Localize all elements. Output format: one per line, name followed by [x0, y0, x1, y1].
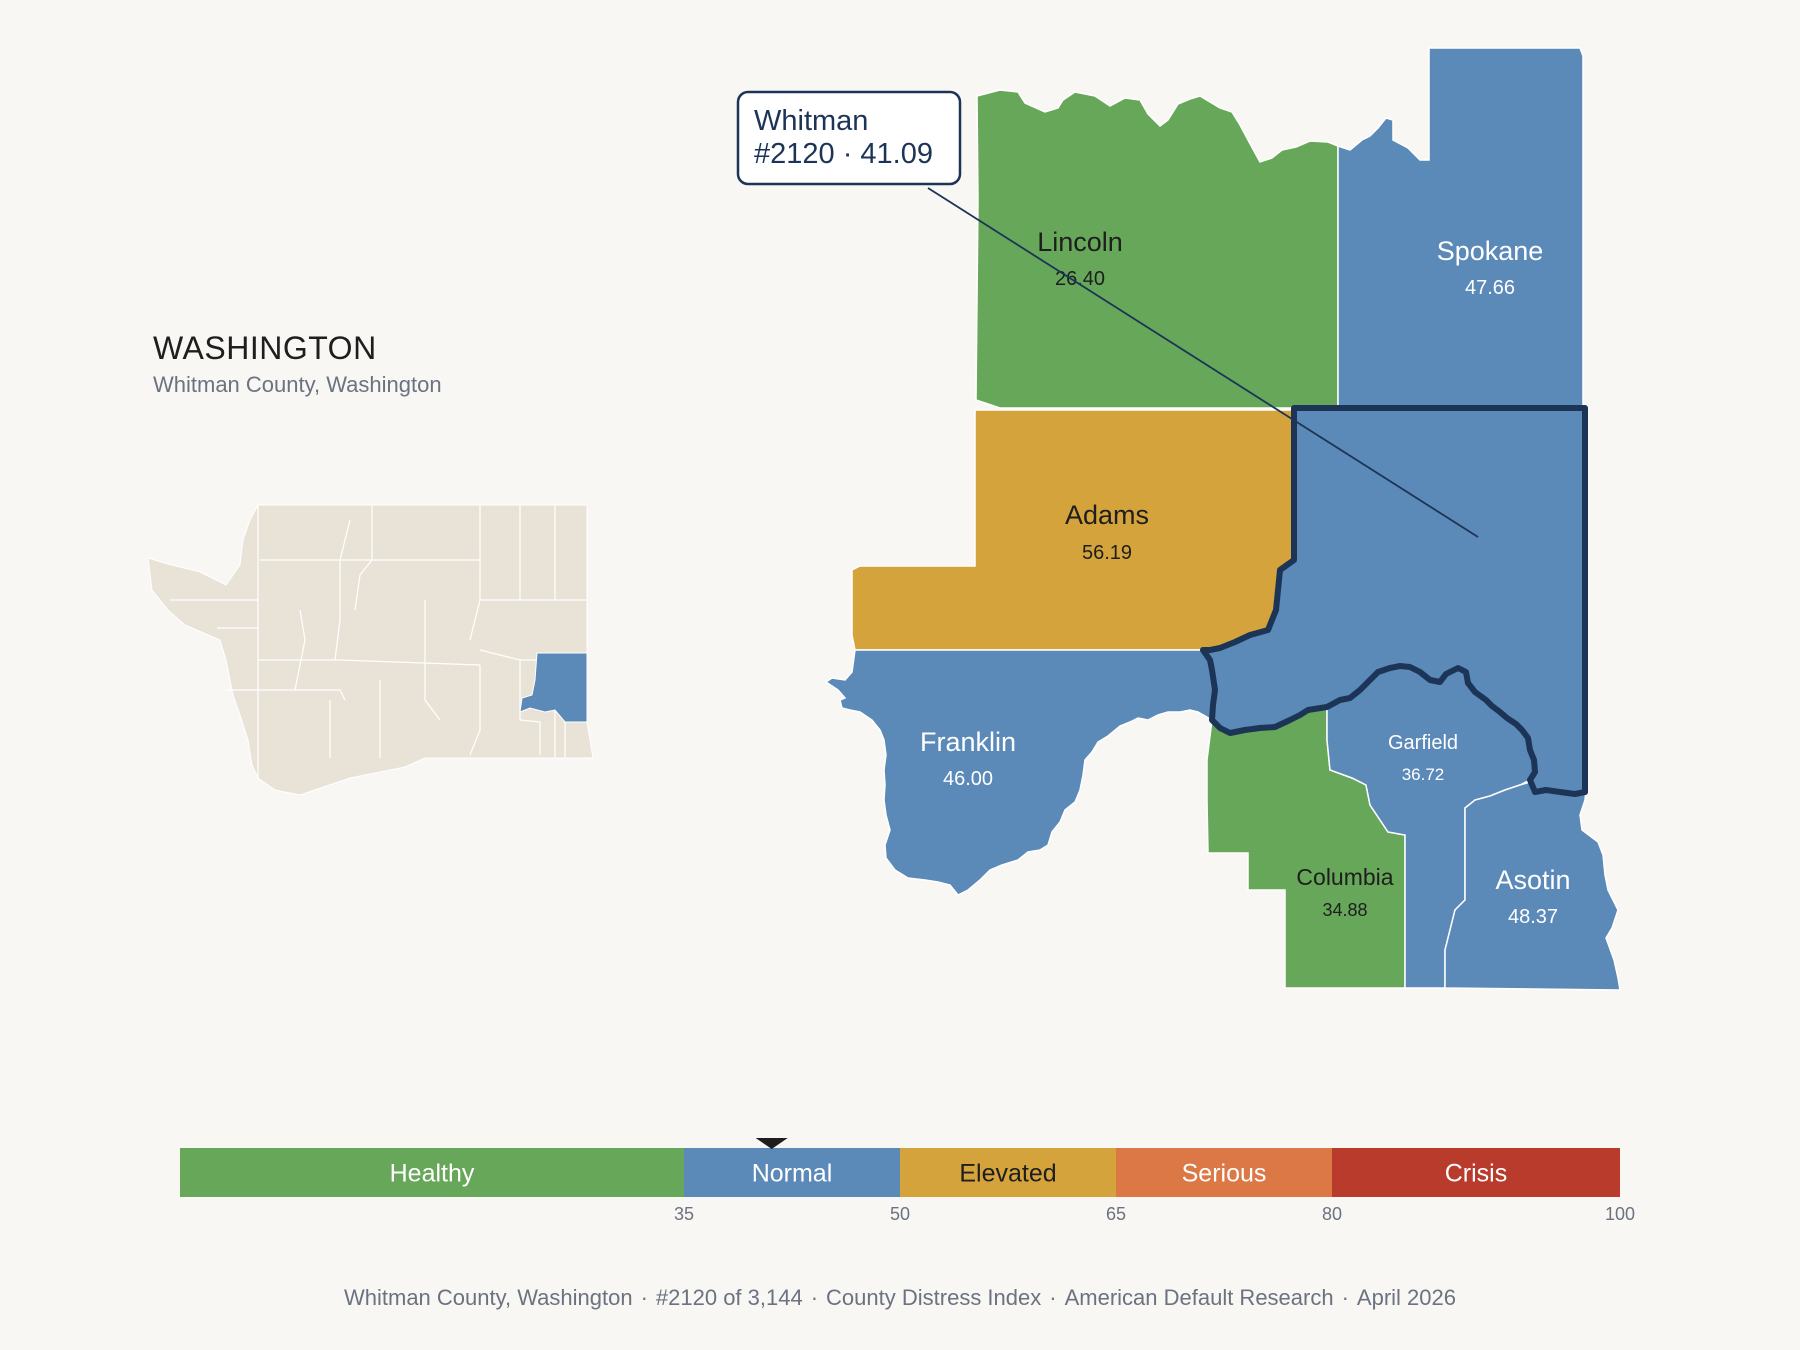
label-columbia-name: Columbia [1296, 864, 1393, 890]
footer-county: Whitman County, Washington [344, 1285, 633, 1310]
label-franklin-name: Franklin [920, 727, 1016, 757]
county-map [824, 47, 1621, 991]
legend-bar: Healthy Normal Elevated Serious Crisis 35 50 65… [180, 1138, 1635, 1224]
label-asotin-name: Asotin [1495, 865, 1570, 895]
county-spokane[interactable] [1337, 47, 1584, 409]
footer-date: April 2026 [1356, 1285, 1456, 1310]
label-lincoln-name: Lincoln [1037, 227, 1123, 257]
label-columbia-value: 34.88 [1322, 900, 1367, 920]
county-adams[interactable] [851, 409, 1295, 651]
locator-map [147, 504, 594, 796]
callout: Whitman #2120 · 41.09 [736, 90, 1479, 538]
callout-rank-value: #2120 · 41.09 [754, 138, 933, 170]
footer-separator: · [640, 1285, 648, 1310]
label-garfield-name: Garfield [1388, 732, 1458, 754]
legend-tick-65: 65 [1106, 1204, 1126, 1224]
legend-label-serious: Serious [1182, 1160, 1267, 1188]
state-title: WASHINGTON [153, 330, 377, 366]
footer-separator: · [810, 1285, 819, 1310]
county-franklin[interactable] [824, 649, 1216, 896]
label-adams-name: Adams [1065, 500, 1149, 530]
callout-county-name: Whitman [754, 105, 868, 137]
label-spokane-name: Spokane [1437, 236, 1544, 266]
county-whitman[interactable] [1203, 408, 1585, 794]
legend-segment-elevated [900, 1148, 1116, 1197]
legend-segment-healthy [180, 1148, 684, 1197]
legend-label-crisis: Crisis [1445, 1160, 1508, 1188]
label-asotin-value: 48.37 [1508, 906, 1558, 928]
footer-source: American Default Research [1064, 1285, 1334, 1310]
legend-tick-100: 100 [1605, 1204, 1635, 1224]
callout-box [736, 90, 962, 186]
footer-separator: · [1341, 1285, 1349, 1310]
footer-rank: #2120 of 3,144 [655, 1285, 803, 1310]
legend-label-healthy: Healthy [390, 1160, 475, 1188]
callout-leader-line [927, 187, 1479, 538]
state-subtitle: Whitman County, Washington [153, 372, 442, 397]
legend-tick-50: 50 [890, 1204, 910, 1224]
county-lincoln[interactable] [975, 89, 1339, 409]
legend-segment-normal [684, 1148, 900, 1197]
label-spokane-value: 47.66 [1465, 277, 1515, 299]
legend-segment-serious [1116, 1148, 1332, 1197]
legend-marker [755, 1138, 788, 1149]
footer-separator: · [1049, 1285, 1057, 1310]
footer-index-name: County Distress Index [826, 1285, 1042, 1310]
label-franklin-value: 46.00 [943, 768, 993, 790]
legend-tick-35: 35 [674, 1204, 694, 1224]
legend-label-elevated: Elevated [959, 1160, 1056, 1188]
county-whitman-highlight-border [1200, 405, 1588, 797]
legend-segment-crisis [1332, 1148, 1620, 1197]
label-lincoln-value: 26.40 [1055, 268, 1105, 290]
locator-county-lines [170, 505, 587, 778]
locator-washington-outline [147, 504, 594, 796]
legend-tick-80: 80 [1322, 1204, 1342, 1224]
label-adams-value: 56.19 [1082, 542, 1132, 564]
label-garfield-value: 36.72 [1402, 765, 1445, 784]
footer: Whitman County, Washington · #2120 of 3,14… [0, 1285, 1800, 1311]
county-labels: Lincoln 26.40 Spokane 47.66 Adams 56.19 … [920, 227, 1571, 928]
locator-whitman-highlight [519, 652, 588, 723]
legend-label-normal: Normal [752, 1160, 833, 1188]
